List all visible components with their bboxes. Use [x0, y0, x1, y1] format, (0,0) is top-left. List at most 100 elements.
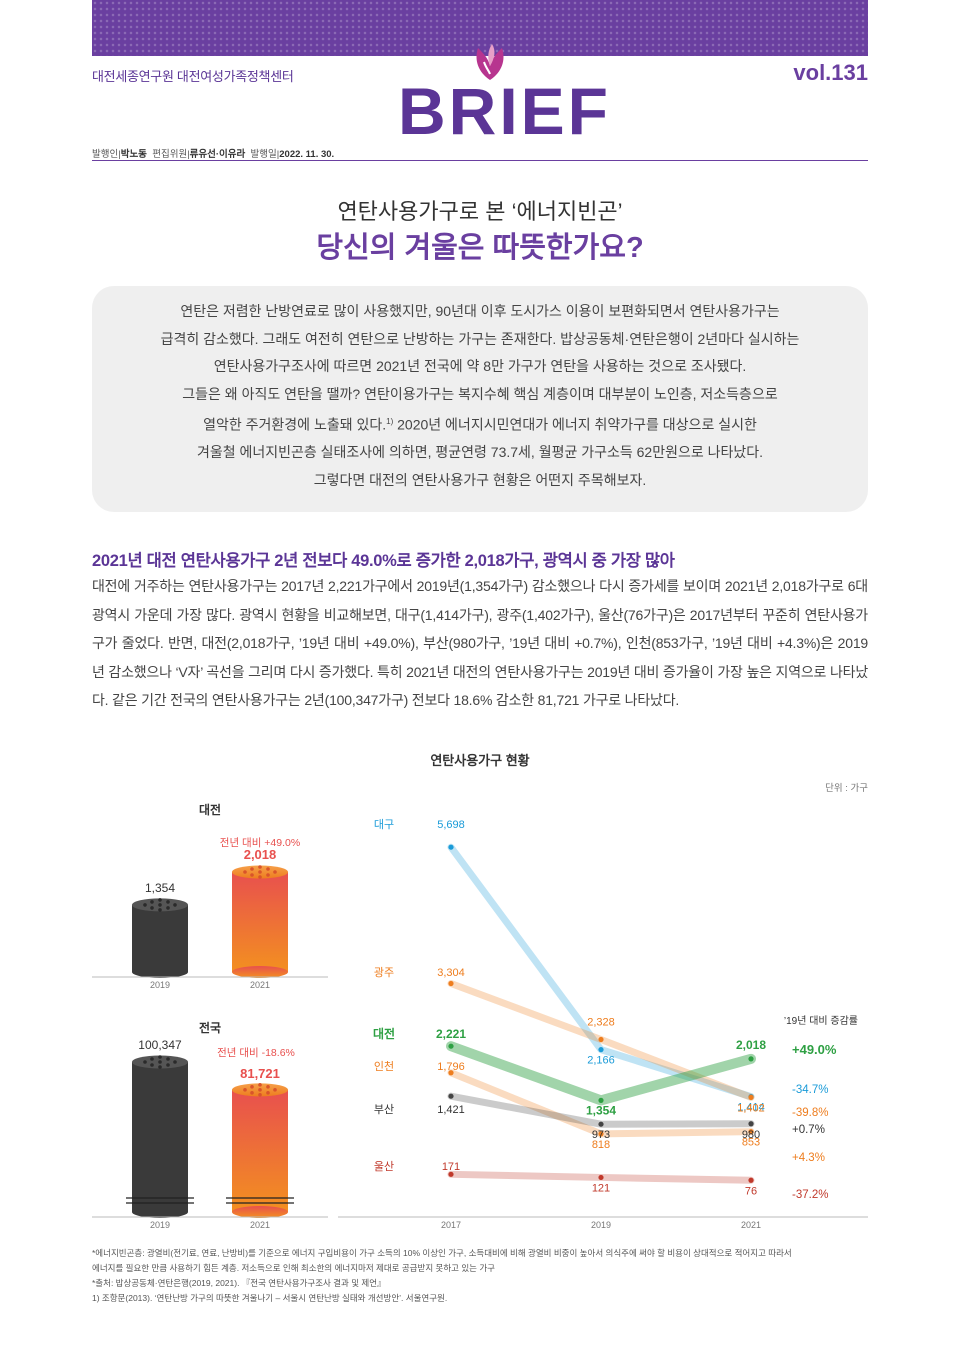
briquette-hole	[250, 867, 254, 871]
bar	[132, 904, 188, 972]
unit-label: 단위 : 가구	[825, 783, 868, 794]
data-label: 1,354	[145, 881, 175, 895]
data-point	[748, 1177, 754, 1183]
series-name: 울산	[374, 1160, 394, 1173]
change-annotation: 전년 대비 +49.0%	[220, 837, 300, 849]
data-point	[448, 1043, 454, 1049]
data-point	[748, 1129, 754, 1135]
change-label: +4.3%	[792, 1152, 825, 1164]
tick-label: 2019	[591, 1220, 611, 1230]
briquette-hole	[158, 1060, 162, 1064]
summary-line: 연탄사용가구조사에 따르면 2021년 전국에 약 8만 가구가 연탄을 사용하…	[213, 358, 747, 374]
briquette-hole	[243, 870, 247, 874]
change-label: +49.0%	[792, 1042, 837, 1057]
briquette-hole	[273, 870, 277, 874]
footnotes: *에너지빈곤층: 광열비(전기료, 연료, 난방비)를 기준으로 에너지 구입비…	[92, 1246, 868, 1306]
chart-heading: 연탄사용가구 현황	[430, 753, 530, 768]
data-label: 3,304	[437, 967, 465, 979]
briquette-hole	[250, 1091, 254, 1095]
data-label: 171	[442, 1161, 460, 1173]
briquette-hole	[258, 865, 262, 869]
organization-name: 대전세종연구원 대전여성가족정책센터	[92, 69, 294, 84]
data-point	[598, 1131, 604, 1137]
series-대구: 5,698 2,166 1,414 대구 -34.7%	[374, 818, 829, 1114]
summary-line: 그렇다면 대전의 연탄사용가구 현황은 어떤지 주목해보자.	[313, 471, 647, 488]
briquette-hole	[258, 870, 262, 874]
data-point	[448, 844, 454, 850]
footnote: *에너지빈곤층: 광열비(전기료, 연료, 난방비)를 기준으로 에너지 구입비…	[92, 1248, 792, 1258]
briquette-hole	[266, 1085, 270, 1089]
series-name: 대전	[373, 1026, 395, 1041]
briquette-hole	[143, 903, 147, 907]
briquette-hole	[158, 1065, 162, 1069]
briquette-hole	[166, 900, 170, 904]
tick-label: 2021	[250, 980, 270, 990]
briquette-hole	[150, 1063, 154, 1067]
tick-label: 2019	[150, 1220, 170, 1230]
masthead: 발행인|박노동 편집위원|류유선·이유라 발행일|2022. 11. 30.	[92, 149, 335, 160]
briquette-hole	[158, 903, 162, 907]
data-point	[598, 1036, 604, 1043]
series-name: 광주	[374, 966, 394, 979]
data-label: 980	[742, 1129, 760, 1141]
data-label: 1,414	[737, 1102, 765, 1114]
footnote-ref: 1)	[386, 417, 394, 426]
data-point	[448, 1093, 454, 1099]
data-label: 2,221	[436, 1027, 466, 1041]
body-paragraph: 대전에 거주하는 연탄사용가구는 2017년 2,221가구에서 2019년(1…	[92, 578, 868, 709]
footnote: *출처: 밥상공동체·연탄은행(2019, 2021). 『전국 연탄사용가구조…	[92, 1278, 386, 1288]
change-label: -34.7%	[792, 1084, 828, 1096]
change-label: -37.2%	[792, 1189, 828, 1201]
change-label: +0.7%	[792, 1124, 825, 1136]
briquette-hole	[150, 1057, 154, 1061]
data-point	[598, 1174, 604, 1181]
briquette-hole	[243, 1088, 247, 1092]
briquette-hole	[166, 906, 170, 910]
tick-label: 2021	[250, 1220, 270, 1230]
data-label: 1,421	[437, 1104, 465, 1116]
briquette-hole	[158, 908, 162, 912]
bar-base	[132, 1206, 188, 1218]
data-point	[748, 1094, 754, 1100]
data-label: 818	[592, 1139, 610, 1151]
bar-base	[232, 966, 288, 978]
brief-logo: BRIEF	[398, 74, 611, 148]
series-인천: 1,796 818 853 인천 +4.3%	[374, 1059, 825, 1164]
tick-label: 2019	[150, 980, 170, 990]
summary-line: 겨울철 에너지빈곤층 실태조사에 의하면, 평균연령 73.7세, 월평균 가구…	[196, 444, 764, 461]
summary-line: 열악한 주거환경에 노출돼 있다.1) 2020년 에너지시민연대가 에너지 취…	[203, 416, 757, 433]
briquette-hole	[173, 1060, 177, 1064]
series-광주: 3,304 2,328 1,402 광주 -39.8%	[374, 966, 829, 1119]
briquette-household-chart: 대전 1,354 2019 2,018 2021 전년 대비 +49.0% 전국 100,34…	[92, 802, 868, 1230]
data-label: 100,347	[138, 1038, 182, 1052]
summary-line: 연탄은 저렴한 난방연료로 많이 사용했지만, 90년대 이후 도시가스 이용이…	[180, 303, 780, 319]
series-부산: 1,421 973 980 부산 +0.7%	[374, 1092, 825, 1141]
series-name: 부산	[374, 1103, 394, 1116]
series-대전: 2,221 1,354 2,018 대전 +49.0%	[373, 1026, 837, 1117]
briquette-hole	[150, 900, 154, 904]
data-label: 76	[745, 1185, 757, 1197]
data-label: 1,796	[437, 1061, 465, 1073]
briquette-hole	[266, 1091, 270, 1095]
data-label: 973	[592, 1129, 610, 1141]
series-name: 인천	[374, 1059, 394, 1073]
series-name: 대구	[374, 818, 394, 831]
change-annotation: 전년 대비 -18.6%	[217, 1047, 295, 1059]
footnote: 에너지를 필요한 만큼 사용하기 힘든 계층. 저소득으로 인해 최소한의 에너…	[92, 1263, 495, 1273]
data-label: 2,328	[587, 1017, 615, 1029]
article-title: 당신의 겨울은 따뜻한가요?	[316, 232, 644, 264]
summary-line: 급격히 감소했다. 그래도 여전히 연탄으로 난방하는 가구는 존재한다. 밥상…	[160, 330, 800, 347]
briquette-hole	[258, 875, 262, 879]
data-label: 121	[592, 1182, 610, 1194]
bar-base	[232, 1206, 288, 1218]
data-point	[598, 1097, 604, 1103]
masthead-divider	[92, 160, 868, 161]
data-point	[598, 1047, 604, 1053]
data-point	[448, 980, 454, 987]
change-label: -39.8%	[792, 1107, 828, 1119]
chart-title: 전국	[199, 1020, 221, 1035]
data-label: 2,018	[736, 1038, 766, 1052]
briquette-hole	[173, 903, 177, 907]
data-label: 2,166	[587, 1055, 615, 1067]
section-heading: 2021년 대전 연탄사용가구 2년 전보다 49.0%로 증가한 2,018가…	[92, 552, 675, 570]
